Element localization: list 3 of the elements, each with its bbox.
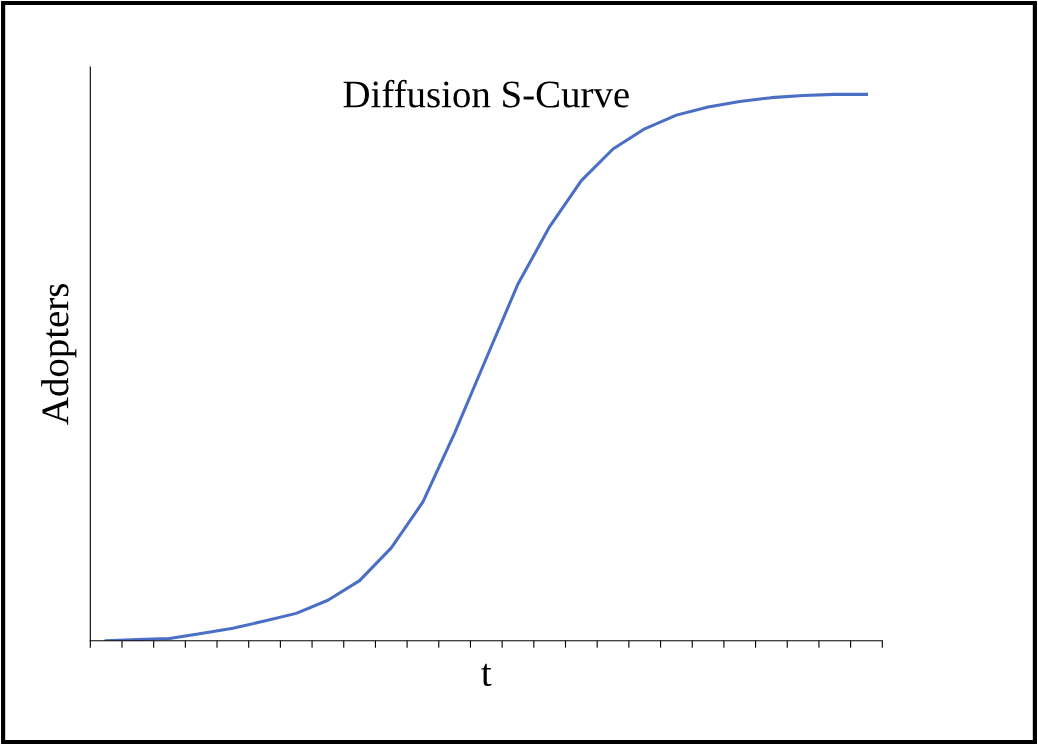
- chart-title: Diffusion S-Curve: [343, 79, 629, 108]
- y-axis-title: Adopters: [41, 284, 77, 425]
- x-axis-title: t: [481, 663, 492, 687]
